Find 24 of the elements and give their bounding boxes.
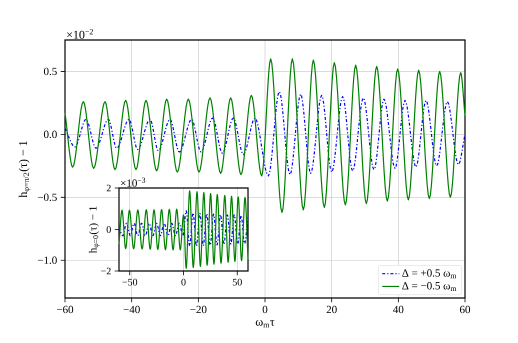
x-tick-label: 50 (232, 278, 242, 286)
x-tick-label: −50 (122, 278, 138, 286)
x-tick-label: 0 (181, 278, 186, 286)
y-tick-label: 2 (106, 184, 111, 192)
y-axis-title: h$_{φ=π/2}$(τ) − 1 (18, 141, 31, 198)
y-tick-label: −1.0 (38, 256, 57, 264)
x-tick-label: −60 (56, 306, 74, 314)
x-axis-title: ω$_{m}$τ (256, 320, 274, 328)
text: ×10$^{−2}$ (67, 29, 93, 39)
x-tick-label: 40 (393, 306, 404, 314)
x-tick-label: −40 (124, 306, 140, 314)
x-tick-label: −20 (190, 306, 206, 314)
y-tick-label: 0.5 (44, 68, 57, 76)
annotation: ×10$^{−3}$ (121, 178, 146, 187)
x-tick-label: 0 (262, 306, 268, 314)
y-tick-label: 0.0 (44, 130, 57, 138)
x-tick-label: 60 (460, 306, 470, 314)
y-tick-label: 0 (106, 226, 111, 233)
y-tick-label: −2 (101, 268, 111, 274)
legend-label: Δ = −0.5 ω$_{m}$ (402, 282, 456, 291)
y-axis-title: h$_{φ=0}$(τ) − 1 (88, 206, 100, 254)
legend-label: Δ = +0.5 ω$_{m}$ (402, 269, 456, 278)
x-tick-label: 20 (326, 306, 337, 314)
y-tick-label: −0.5 (38, 194, 57, 202)
